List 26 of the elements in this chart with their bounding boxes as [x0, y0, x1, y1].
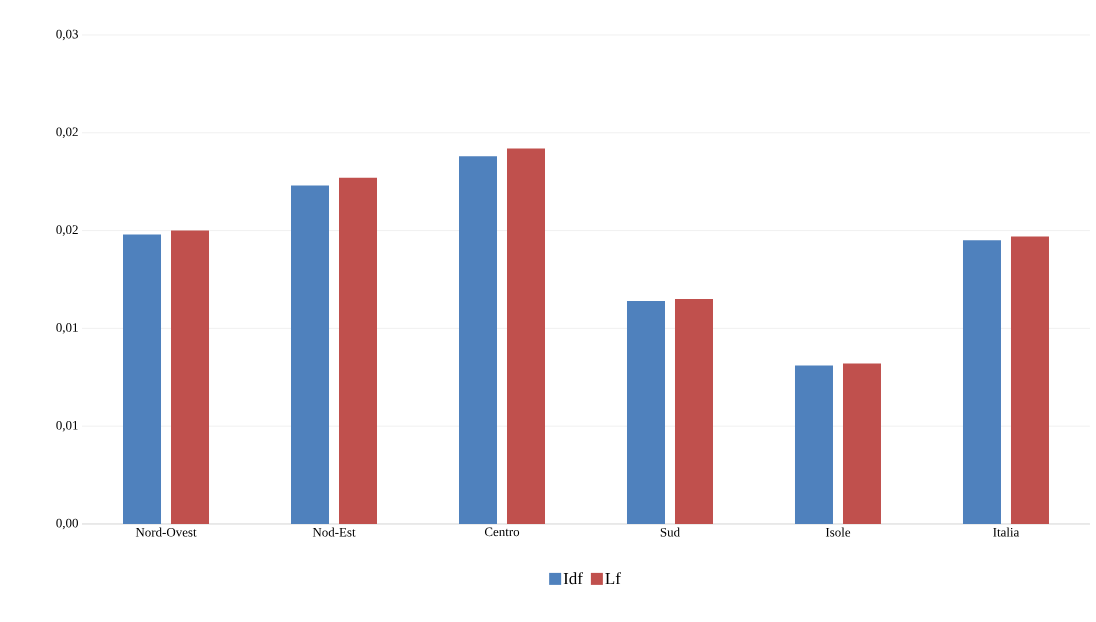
x-tick-label: Centro — [484, 527, 520, 537]
bar — [842, 363, 881, 524]
bar — [171, 230, 210, 524]
legend-label: Idf — [563, 572, 583, 585]
bar — [291, 185, 329, 524]
y-tick-label: 0,03 — [56, 29, 78, 41]
x-tick-label: Italia — [993, 527, 1020, 537]
bar — [626, 301, 665, 524]
bar — [962, 240, 1001, 524]
y-tick-label: 0,01 — [56, 323, 78, 334]
bar — [459, 156, 497, 524]
legend-label: Lf — [605, 572, 621, 585]
x-tick-label: Isole — [825, 527, 851, 537]
bar — [794, 365, 833, 524]
bar — [507, 148, 545, 524]
bar — [123, 234, 162, 524]
bar — [339, 177, 377, 524]
bar — [674, 299, 713, 524]
y-tick-label: 0,02 — [56, 127, 78, 139]
x-tick-label: Sud — [660, 527, 680, 537]
y-tick-label: 0,00 — [56, 518, 78, 530]
bar — [1010, 236, 1049, 524]
x-tick-label: Nod-Est — [312, 527, 356, 537]
x-tick-label: Nord-Ovest — [135, 527, 197, 537]
y-tick-label: 0,02 — [56, 225, 78, 236]
y-tick-label: 0,01 — [56, 420, 78, 432]
